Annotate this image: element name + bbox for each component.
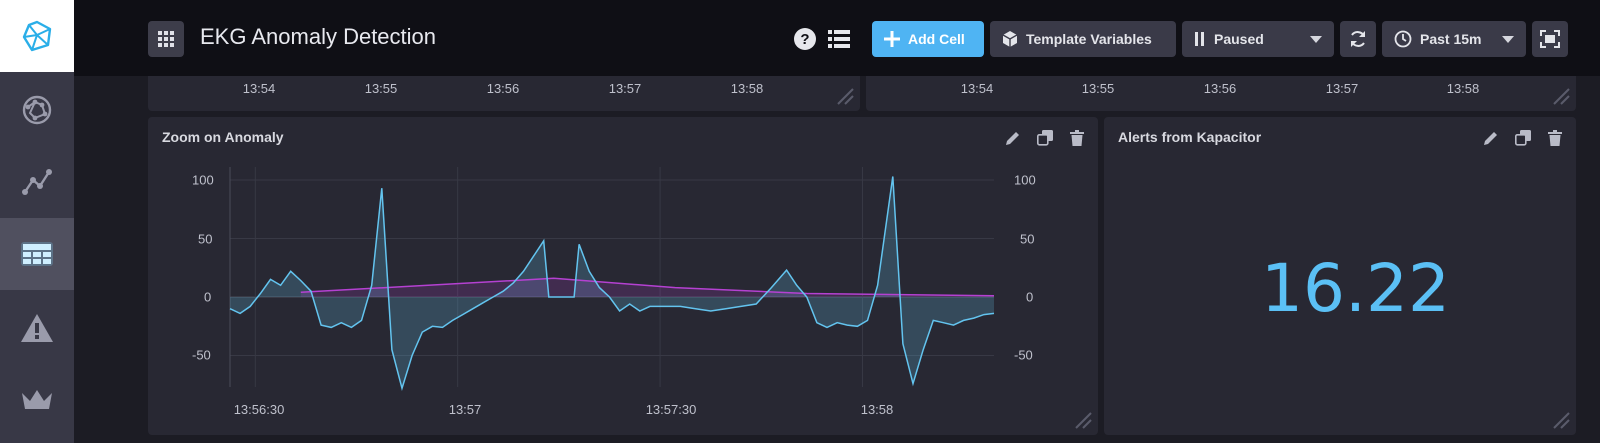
- chevron-down-icon: [1310, 36, 1322, 43]
- top-cell-left[interactable]: 13:54 13:55 13:56 13:57 13:58: [148, 76, 860, 111]
- pencil-icon: [1006, 132, 1019, 145]
- list-icon: [828, 30, 850, 48]
- pause-icon: [1195, 32, 1204, 46]
- edit-cell-button[interactable]: [1004, 129, 1022, 147]
- duplicate-icon: [1037, 130, 1053, 146]
- x-tick: 13:56: [1203, 81, 1237, 96]
- x-tick: 13:57: [1325, 81, 1359, 96]
- sidebar-item-hosts[interactable]: [0, 74, 74, 146]
- dashboard-switcher-button[interactable]: [148, 21, 184, 57]
- y-tick: 50: [198, 231, 213, 247]
- add-cell-label: Add Cell: [908, 31, 965, 47]
- series-2-line: [300, 277, 995, 297]
- pencil-icon: [1484, 132, 1497, 145]
- resize-handle-icon[interactable]: [1074, 411, 1092, 429]
- x-tick: 13:55: [364, 81, 398, 96]
- series-1-line: [229, 176, 995, 392]
- resize-handle-icon[interactable]: [836, 87, 854, 105]
- y2-tick: 0: [1026, 289, 1034, 305]
- time-range-value: Past 15m: [1420, 31, 1482, 47]
- time-range-dropdown[interactable]: Past 15m: [1382, 21, 1526, 57]
- clone-cell-button[interactable]: [1036, 129, 1054, 147]
- resize-handle-icon[interactable]: [1552, 411, 1570, 429]
- alerts-from-kapacitor-cell[interactable]: Alerts from Kapacitor 16.22: [1104, 117, 1576, 435]
- svg-text:?: ?: [800, 31, 809, 48]
- refresh-button[interactable]: [1340, 21, 1376, 57]
- autorefresh-value: Paused: [1214, 31, 1264, 47]
- dashboards-icon: [21, 242, 53, 266]
- data-explorer-icon: [22, 169, 52, 195]
- host-graph-icon: [22, 95, 52, 125]
- y-tick: 0: [204, 289, 212, 305]
- grid-icon: [158, 31, 174, 47]
- y2-tick: 100: [1014, 172, 1036, 188]
- top-cell-right[interactable]: 13:54 13:55 13:56 13:57 13:58: [866, 76, 1576, 111]
- expand-icon: [1540, 30, 1560, 48]
- sidebar: [0, 0, 74, 443]
- zoom-chart[interactable]: [148, 117, 1098, 435]
- sidebar-item-dashboards[interactable]: [0, 218, 74, 290]
- x-tick: 13:58: [730, 81, 764, 96]
- cell-actions: [1004, 129, 1086, 147]
- sidebar-logo[interactable]: [0, 0, 74, 72]
- fullscreen-button[interactable]: [1532, 21, 1568, 57]
- x-tick: 13:57:30: [645, 402, 697, 417]
- template-variables-label: Template Variables: [1026, 31, 1152, 47]
- clone-cell-button[interactable]: [1514, 129, 1532, 147]
- x-tick: 13:56:30: [233, 402, 285, 417]
- x-tick: 13:56: [486, 81, 520, 96]
- x-tick: 13:57: [448, 402, 482, 417]
- x-tick: 13:58: [1446, 81, 1480, 96]
- clock-icon: [1394, 30, 1412, 48]
- trash-icon: [1070, 130, 1084, 146]
- delete-cell-button[interactable]: [1546, 129, 1564, 147]
- x-tick: 13:58: [860, 402, 894, 417]
- x-tick: 13:55: [1081, 81, 1115, 96]
- autorefresh-dropdown[interactable]: Paused: [1182, 21, 1334, 57]
- y-tick: 100: [192, 172, 214, 188]
- sidebar-item-alerts[interactable]: [0, 292, 74, 364]
- page-title: EKG Anomaly Detection: [200, 24, 437, 49]
- duplicate-icon: [1515, 130, 1531, 146]
- toggle-temp-vars-button[interactable]: [826, 26, 852, 52]
- sidebar-item-admin[interactable]: [0, 364, 74, 436]
- delete-cell-button[interactable]: [1068, 129, 1086, 147]
- influx-logo-icon: [22, 20, 52, 52]
- x-tick: 13:54: [960, 81, 994, 96]
- x-tick: 13:57: [608, 81, 642, 96]
- chevron-down-icon: [1502, 36, 1514, 43]
- dashboard-header: EKG Anomaly Detection ? Add Cell Templat…: [74, 0, 1600, 76]
- add-cell-button[interactable]: Add Cell: [872, 21, 984, 57]
- trash-icon: [1548, 130, 1562, 146]
- refresh-icon: [1351, 31, 1365, 47]
- zoom-on-anomaly-cell[interactable]: Zoom on Anomaly 100 50 0 -50 100 50 0 -5…: [148, 117, 1098, 435]
- cell-title: Alerts from Kapacitor: [1118, 129, 1262, 145]
- sidebar-item-data-explorer[interactable]: [0, 146, 74, 218]
- y2-tick: 50: [1020, 231, 1035, 247]
- resize-handle-icon[interactable]: [1552, 87, 1570, 105]
- cube-icon: [1002, 31, 1018, 47]
- y2-tick: -50: [1014, 347, 1033, 363]
- plus-icon: [884, 31, 900, 47]
- edit-cell-button[interactable]: [1482, 129, 1500, 147]
- single-stat-value: 16.22: [1261, 250, 1450, 327]
- template-variables-button[interactable]: Template Variables: [990, 21, 1176, 57]
- help-button[interactable]: ?: [792, 26, 818, 52]
- cell-actions: [1482, 129, 1564, 147]
- question-icon: ?: [794, 28, 816, 50]
- y-tick: -50: [192, 347, 211, 363]
- x-tick: 13:54: [242, 81, 276, 96]
- alert-icon: [21, 314, 53, 342]
- crown-icon: [22, 390, 52, 409]
- cell-title: Zoom on Anomaly: [162, 129, 284, 145]
